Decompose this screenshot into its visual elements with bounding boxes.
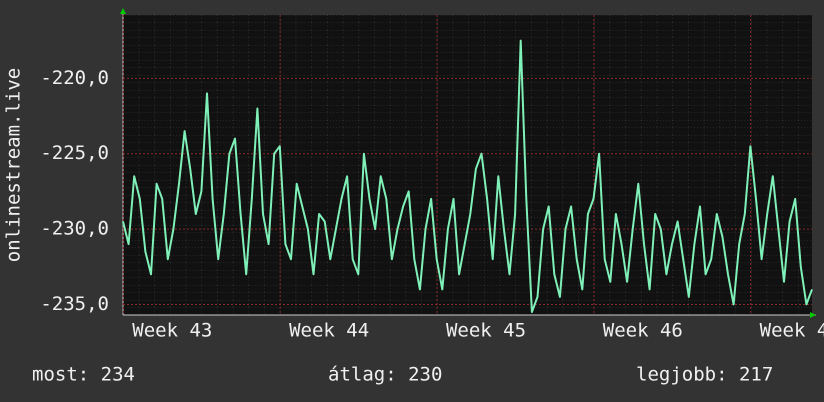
x-tick-label: Week 47 — [760, 320, 824, 342]
x-tick-label: Week 44 — [289, 320, 369, 342]
axis-arrow — [120, 8, 126, 14]
axis-arrow — [810, 312, 816, 318]
footer-best: legjobb: 217 — [636, 364, 773, 386]
x-tick-label: Week 45 — [446, 320, 526, 342]
footer-average: átlag: 230 — [328, 364, 442, 386]
y-tick-label: -220,0 — [40, 67, 109, 89]
data-line — [122, 39, 813, 313]
footer-now: most: 234 — [32, 364, 135, 386]
y-tick-label: -230,0 — [40, 218, 109, 240]
y-axis-label: onlinestream.live — [3, 68, 25, 262]
y-tick-label: -235,0 — [40, 293, 109, 315]
y-tick-label: -225,0 — [40, 142, 109, 164]
x-tick-label: Week 43 — [132, 320, 212, 342]
x-tick-label: Week 46 — [603, 320, 683, 342]
minor-grid — [123, 15, 812, 315]
